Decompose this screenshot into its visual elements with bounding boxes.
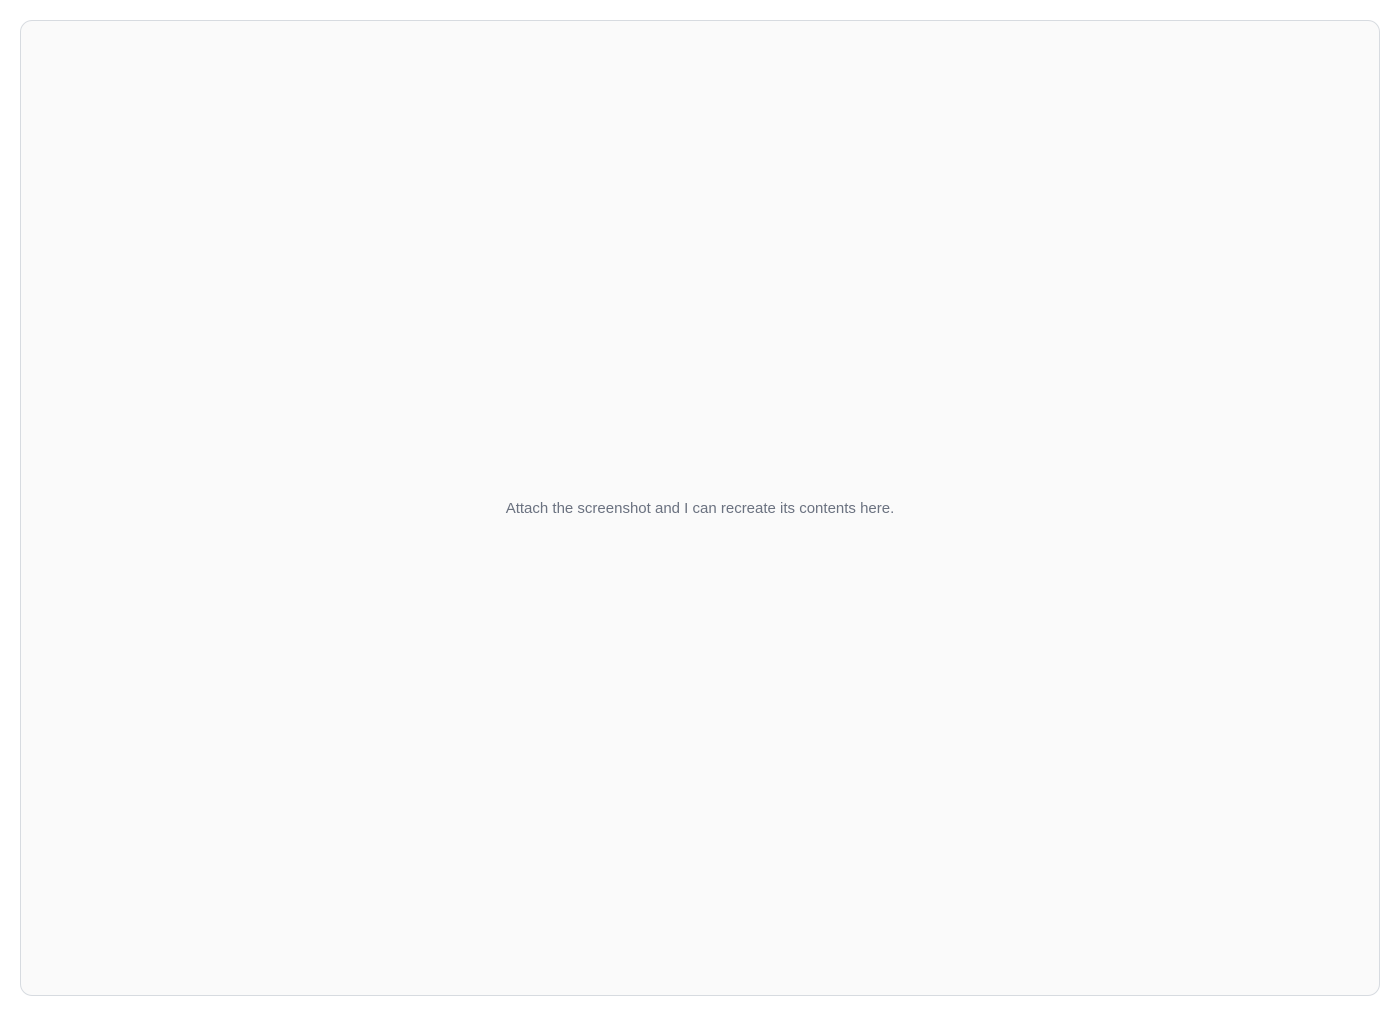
app-window: Attach the screenshot and I can recreate… — [20, 20, 1380, 996]
placeholder-message: Attach the screenshot and I can recreate… — [505, 499, 895, 517]
